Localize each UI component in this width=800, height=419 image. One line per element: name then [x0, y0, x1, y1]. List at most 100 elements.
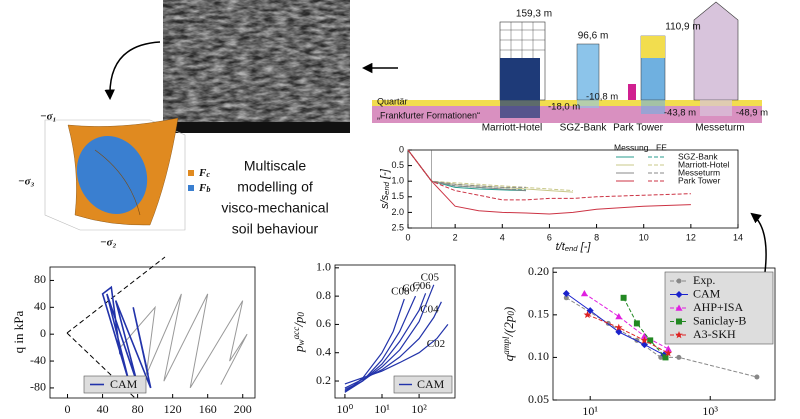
- y-tick-label: 1.0: [391, 176, 404, 186]
- x-axis-label: t/tend [-]: [556, 241, 592, 253]
- x-tick-label: 120: [164, 402, 182, 416]
- marker: [640, 336, 649, 344]
- y-axis-label: q in kPa: [11, 310, 26, 353]
- marker: [620, 294, 627, 301]
- plot-frame: [334, 264, 456, 399]
- measured-line: [407, 149, 574, 193]
- soil-layer: „Frankfurter Formationen“: [377, 110, 480, 120]
- caption-line: soil behaviour: [232, 221, 319, 237]
- arrow: [104, 41, 161, 101]
- sem-image: [163, 0, 350, 133]
- building-name: Messeturm: [695, 123, 744, 134]
- legend-box: [83, 375, 147, 394]
- y-tick-label: 1.5: [391, 191, 404, 201]
- legend-base: F: [198, 167, 207, 179]
- legend-label: Saniclay-B: [693, 313, 746, 327]
- legend-label: Fb: [198, 182, 210, 194]
- marker: [583, 310, 592, 319]
- caption-line: modelling of: [237, 179, 313, 195]
- measured-line: [407, 149, 526, 192]
- x-tick-label: 10³: [702, 404, 718, 418]
- y-axis-label-part: p: [291, 345, 306, 353]
- stress-path: [101, 285, 152, 389]
- plot-frame: [49, 266, 256, 399]
- marker: [615, 313, 623, 320]
- legend-label: Exp.: [693, 273, 715, 287]
- y-axis-label-part: /(2p: [501, 315, 516, 337]
- marker: [563, 295, 569, 301]
- y-tick-label: 0: [399, 144, 404, 154]
- legend-label: AHP+ISA: [693, 300, 743, 314]
- y-tick-label: 0.5: [391, 160, 404, 170]
- y-axis-label-part: 0: [506, 311, 516, 316]
- foundation-depth: -10,8 m: [586, 92, 618, 103]
- curve: [344, 324, 449, 385]
- y-axis-label-part: 0: [296, 312, 306, 317]
- legend-label: Park Tower: [678, 175, 721, 185]
- marker: [615, 323, 623, 331]
- legend-sub: c: [206, 170, 210, 179]
- axis-label: −σ₃: [18, 176, 35, 188]
- y-axis-label-part: acc: [291, 327, 301, 340]
- x-tick-label: 40: [97, 402, 109, 416]
- series-line: [584, 293, 669, 350]
- y-axis-label-part: q: [501, 354, 516, 361]
- series-line: [623, 297, 666, 358]
- marker: [633, 320, 640, 327]
- caption-line: visco-mechanical: [221, 200, 328, 216]
- plot-frame: [552, 267, 776, 401]
- x-tick-label: 0: [405, 232, 410, 242]
- curve: [344, 284, 435, 391]
- x-tick-label: 8: [594, 232, 599, 242]
- measured-line: [407, 149, 526, 192]
- curve-label: C06: [412, 280, 431, 292]
- y-tick-label: 0.15: [528, 307, 549, 321]
- y-tick-label: -80: [30, 380, 46, 394]
- curve-label: C08: [391, 285, 410, 297]
- y-tick-label: 0.6: [316, 316, 331, 330]
- critical-state-line: [66, 256, 166, 334]
- y-axis-label-part: end: [382, 181, 391, 195]
- x-axis-label-part: [-]: [578, 241, 592, 253]
- marker: [640, 341, 648, 349]
- curve-label: C04: [420, 303, 439, 315]
- arrow: [750, 212, 767, 273]
- legend-sub: b: [206, 185, 210, 194]
- legend-header: FE: [656, 142, 667, 152]
- building-name: Marriott-Hotel: [482, 123, 543, 134]
- y-tick-label: 2.0: [391, 207, 404, 217]
- legend-swatch: [188, 170, 194, 176]
- foundation-depth: -18,0 m: [548, 102, 580, 113]
- y-tick-label: 0.05: [528, 392, 549, 406]
- x-tick-label: 2: [453, 232, 458, 242]
- legend-base: F: [198, 182, 207, 194]
- axis-label: −σ₁: [40, 111, 56, 123]
- y-tick-label: 0.2: [316, 373, 331, 387]
- curve-label: C05: [421, 271, 440, 283]
- x-tick-label: 80: [132, 402, 144, 416]
- marker: [664, 345, 672, 352]
- x-tick-label: 200: [234, 402, 252, 416]
- marker: [586, 307, 594, 315]
- legend-label: CAM: [417, 377, 445, 391]
- series-line: [566, 293, 665, 356]
- y-axis-label: s/send [-]: [379, 168, 391, 209]
- curve-label: C07: [402, 283, 421, 295]
- y-axis-label: pwacc/p0: [291, 312, 307, 353]
- x-tick-label: 160: [199, 402, 217, 416]
- x-tick-label: 6: [547, 232, 552, 242]
- caption-line: Multiscale: [244, 158, 306, 174]
- fe-line: [407, 149, 526, 188]
- foundation-depth: -43,8 m: [664, 108, 696, 119]
- series-line: [566, 297, 758, 378]
- y-tick-label: 40: [34, 299, 46, 313]
- x-axis-label-part: end: [565, 244, 579, 253]
- marker: [676, 354, 682, 360]
- curve-label: C02: [427, 338, 445, 350]
- plot-frame: [407, 149, 739, 229]
- soil-layer: Quartär: [377, 96, 408, 106]
- marker: [664, 349, 673, 357]
- building-height: 159,3 m: [516, 9, 552, 20]
- x-tick-label: 10: [639, 232, 649, 242]
